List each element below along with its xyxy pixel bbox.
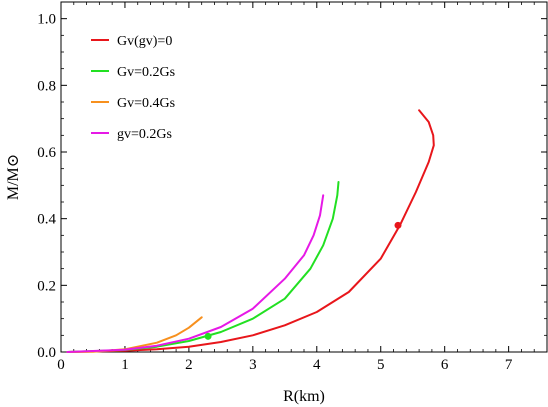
y-tick-label: 0.0	[37, 345, 56, 361]
x-tick-label: 2	[185, 357, 193, 373]
y-tick-label: 0.8	[37, 78, 56, 94]
x-tick-label: 4	[313, 357, 321, 373]
x-tick-label: 6	[441, 357, 449, 373]
series-layer	[66, 109, 435, 353]
legend-label: gv=0.2Gs	[117, 127, 172, 142]
y-tick-label: 1.0	[37, 12, 56, 28]
axis-ticks: 0 1 2 3 4 5 6 7 0.0 0.2 0.4 0.6 0.8 1.0	[37, 2, 547, 373]
y-tick-label: 0.4	[37, 212, 56, 228]
x-tick-label: 1	[121, 357, 129, 373]
legend-label: Gv=0.4Gs	[117, 96, 175, 111]
x-tick-label: 5	[377, 357, 385, 373]
series-line-2	[66, 181, 340, 353]
y-axis-label: M/M⊙	[5, 154, 22, 200]
x-tick-label: 3	[249, 357, 257, 373]
series-line-4	[66, 194, 325, 353]
legend: Gv(gv)=0 Gv=0.2Gs Gv=0.4Gs gv=0.2Gs	[91, 34, 175, 142]
y-tick-label: 0.2	[37, 278, 56, 294]
x-tick-label: 7	[505, 357, 513, 373]
legend-label: Gv(gv)=0	[117, 34, 172, 49]
series-line-1	[66, 109, 435, 353]
y-tick-label: 0.6	[37, 145, 56, 161]
x-tick-label: 0	[57, 357, 65, 373]
plot-frame	[60, 1, 548, 353]
series-marker-2	[204, 332, 212, 340]
legend-label: Gv=0.2Gs	[117, 65, 175, 80]
series-marker-1	[394, 221, 402, 229]
x-axis-label: R(km)	[283, 388, 325, 405]
